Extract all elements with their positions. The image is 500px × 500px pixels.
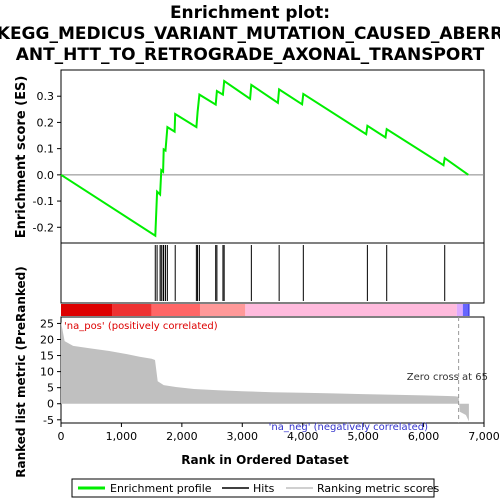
enrichment-profile-line: [60, 79, 469, 238]
ranked-y-tick-label: 20: [40, 333, 54, 346]
color-bar-segment: [245, 304, 457, 316]
color-bar-segment: [468, 304, 470, 316]
x-tick-label: 3,000: [227, 430, 259, 443]
ranking-metric-area-group: [61, 321, 469, 422]
x-tick-label: 0: [58, 430, 65, 443]
chart-title-line-3: ANT_HTT_TO_RETROGRADE_AXONAL_TRANSPORT: [16, 45, 485, 65]
rank-color-bar: [61, 304, 470, 316]
hits-panel-frame: [60, 242, 485, 304]
color-bar-segment: [456, 304, 463, 316]
x-tick-label: 6,000: [408, 430, 440, 443]
color-bar-segment: [462, 304, 469, 316]
ranked-y-axis-label: Ranked list metric (PreRanked): [14, 266, 28, 478]
color-bar-segment: [151, 304, 200, 316]
zero-cross-label: Zero cross at 65: [407, 372, 488, 383]
ranked-y-tick-label: 10: [40, 366, 54, 379]
ranked-y-tick-label: 15: [40, 350, 54, 363]
legend-enrichment-label: Enrichment profile: [110, 482, 212, 495]
es-y-tick-label: 0.3: [37, 90, 55, 103]
ranked-y-tick-label: -5: [43, 414, 54, 427]
es-y-tick-label: -0.2: [33, 221, 54, 234]
ranked-y-tick-label: 25: [40, 317, 54, 330]
color-bar-segment: [112, 304, 152, 316]
es-panel-frame: [60, 69, 485, 244]
x-tick-label: 4,000: [287, 430, 319, 443]
color-bar-segment: [199, 304, 246, 316]
ranked-y-axis: -5 0 5 10 15 20 25: [40, 317, 61, 427]
ranked-y-tick-label: 5: [47, 382, 54, 395]
x-tick-label: 7,000: [468, 430, 500, 443]
legend-box: [71, 478, 435, 498]
x-tick-label: 1,000: [106, 430, 138, 443]
hits-group: [154, 245, 446, 301]
es-y-axis: -0.2 -0.1 0.0 0.1 0.2 0.3: [33, 90, 61, 234]
label-positive: 'na_pos' (positively correlated): [64, 321, 218, 332]
es-y-axis-label: Enrichment score (ES): [14, 76, 29, 239]
ranked-x-axis: 0 1,000 2,000 3,000 4,000 5,000 6,000 7,000: [58, 423, 500, 443]
ranking-metric-area: [61, 321, 469, 422]
ranked-y-tick-label: 0: [47, 398, 54, 411]
es-y-tick-label: 0.0: [37, 169, 55, 182]
legend-hits-label: Hits: [253, 482, 275, 495]
es-y-tick-label: 0.1: [37, 143, 55, 156]
chart-title-line-1: Enrichment plot:: [170, 3, 330, 23]
es-y-tick-label: -0.1: [33, 195, 54, 208]
x-tick-label: 5,000: [347, 430, 379, 443]
es-y-tick-label: 0.2: [37, 116, 55, 129]
chart-title-line-2: KEGG_MEDICUS_VARIANT_MUTATION_CAUSED_ABE…: [0, 24, 500, 44]
color-bar-segment: [61, 304, 113, 316]
label-negative: 'na_neg' (negatively correlated): [269, 422, 428, 433]
x-tick-label: 2,000: [166, 430, 198, 443]
legend-ranking-label: Ranking metric scores: [317, 482, 439, 495]
x-axis-label: Rank in Ordered Dataset: [181, 453, 349, 467]
